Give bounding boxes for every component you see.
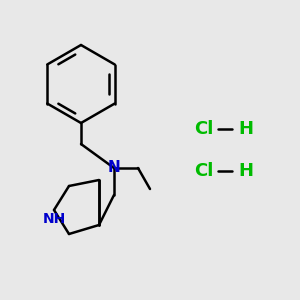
Text: Cl: Cl bbox=[194, 162, 214, 180]
Text: Cl: Cl bbox=[194, 120, 214, 138]
Text: N: N bbox=[108, 160, 120, 175]
Text: H: H bbox=[238, 120, 253, 138]
Text: NH: NH bbox=[42, 212, 66, 226]
Text: H: H bbox=[238, 162, 253, 180]
